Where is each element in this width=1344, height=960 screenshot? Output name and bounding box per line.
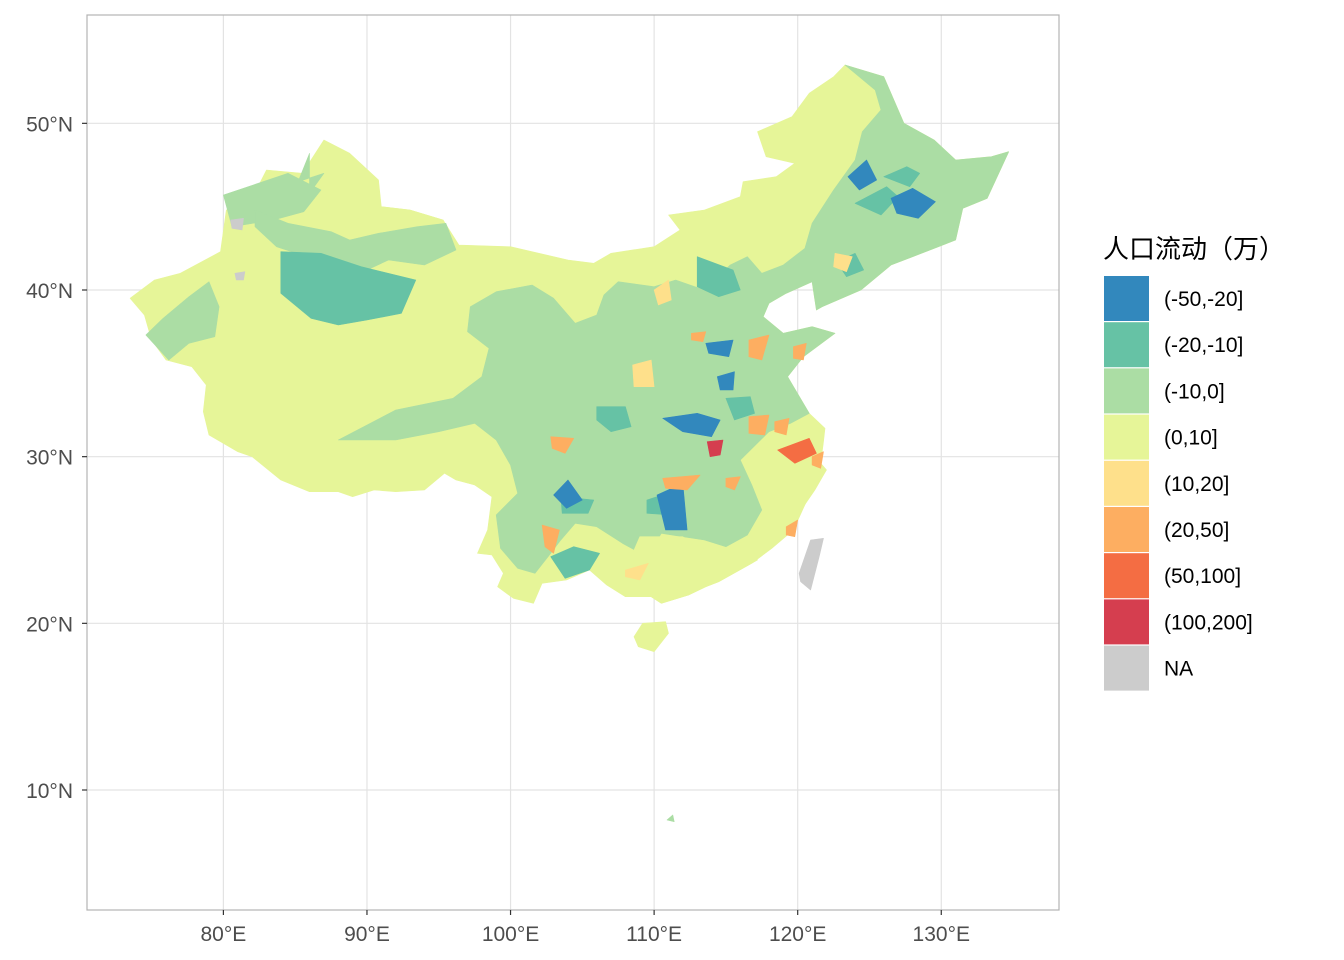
legend-label: NA	[1164, 658, 1193, 681]
map-region	[234, 271, 246, 281]
map-region	[553, 479, 583, 509]
y-tick-label: 20°N	[26, 613, 73, 636]
map-region	[337, 64, 1010, 574]
panel-border	[86, 14, 1060, 911]
y-tick-label: 30°N	[26, 447, 73, 470]
map-region	[541, 524, 560, 554]
legend-title: 人口流动（万）	[1103, 235, 1285, 265]
map-region	[550, 436, 575, 454]
map-region	[748, 334, 770, 361]
legend-key	[1104, 276, 1149, 321]
map-region	[833, 253, 853, 273]
map-region	[662, 474, 701, 491]
map-region	[798, 537, 824, 591]
x-tick-label: 100°E	[482, 923, 539, 946]
map-region	[230, 218, 244, 231]
map-region	[811, 451, 824, 469]
map-region	[550, 546, 600, 579]
map-region	[706, 439, 724, 458]
map-region	[774, 417, 790, 436]
map-region	[890, 188, 936, 219]
map-region	[625, 562, 649, 581]
legend: 人口流动（万） (-50,-20](-20,-10](-10,0](0,10](…	[1103, 235, 1285, 691]
map-region	[632, 359, 655, 388]
map-region	[883, 166, 921, 187]
map-region	[716, 371, 735, 391]
map-region	[725, 476, 741, 491]
map-region	[280, 251, 417, 326]
map-region	[725, 396, 755, 421]
map-region	[633, 621, 669, 653]
legend-key	[1104, 599, 1149, 645]
legend-key	[1104, 368, 1149, 414]
legend-key	[1104, 460, 1149, 506]
map-region	[254, 209, 457, 274]
map-region	[696, 256, 741, 298]
legend-label: (20,50]	[1164, 519, 1229, 542]
legend-label: (-50,-20]	[1164, 288, 1243, 311]
map-region	[145, 281, 220, 361]
y-tick-label: 50°N	[26, 113, 73, 136]
x-tick-label: 90°E	[344, 923, 390, 946]
legend-label: (10,20]	[1164, 473, 1229, 496]
x-tick-label: 110°E	[626, 923, 682, 946]
legend-label: (100,200]	[1164, 611, 1253, 634]
legend-key	[1104, 507, 1149, 552]
map-region	[705, 339, 734, 358]
map-region	[793, 342, 807, 361]
x-tick-label: 120°E	[769, 923, 826, 946]
axis-labels: 80°E 90°E 100°E 110°E 120°E 130°E 10°N 20°N 30°N…	[26, 113, 970, 946]
map-region	[596, 406, 632, 433]
x-tick-label: 80°E	[201, 923, 247, 946]
map-region	[777, 437, 817, 464]
map-region	[768, 462, 827, 541]
map-region	[666, 814, 675, 823]
legend-label: (-10,0]	[1164, 380, 1225, 403]
y-tick-label: 10°N	[26, 780, 73, 803]
map-region	[785, 519, 799, 538]
map-region	[613, 536, 758, 604]
legend-label: (-20,-10]	[1164, 334, 1243, 357]
x-tick-label: 130°E	[913, 923, 970, 946]
legend-key	[1104, 322, 1149, 368]
map-region	[662, 412, 721, 438]
y-tick-label: 40°N	[26, 280, 73, 303]
map-region	[847, 159, 878, 191]
legend-key	[1104, 414, 1149, 460]
legend-key	[1104, 645, 1149, 691]
legend-key	[1104, 553, 1149, 599]
legend-label: (50,100]	[1164, 565, 1241, 588]
map-region	[653, 279, 672, 306]
map-region	[691, 331, 707, 343]
map-region	[748, 414, 770, 436]
legend-items: (-50,-20] (-20,-10] (-10,0] (0,10] (10,20] (2…	[1104, 276, 1253, 691]
legend-label: (0,10]	[1164, 427, 1218, 450]
map-regions	[129, 64, 1010, 823]
